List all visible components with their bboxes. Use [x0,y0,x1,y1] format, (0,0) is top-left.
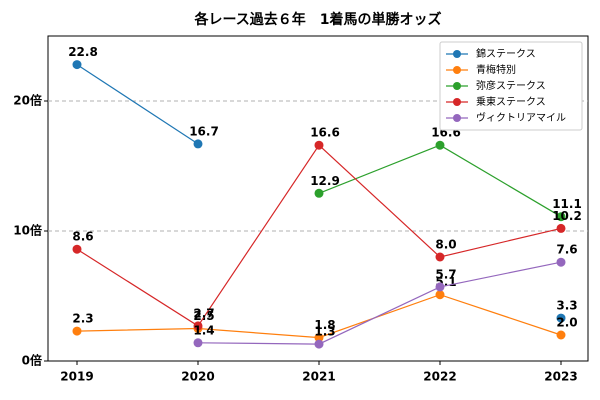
legend-box [439,41,583,131]
point [556,223,566,233]
point [72,244,82,254]
point [314,140,324,150]
data-label: 3.3 [556,299,577,313]
data-label: 8.0 [435,238,456,252]
data-label: 1.4 [193,323,214,337]
point [556,212,566,222]
data-label: 5.7 [435,267,456,281]
point [435,140,445,150]
point [556,257,566,267]
plot-frame [47,35,589,362]
legend-marker [453,66,461,74]
point [314,188,324,198]
point [435,252,445,262]
legend-label: 青梅特別 [476,63,516,76]
legend-label: 乗東ステークス [476,95,546,108]
y-tick-label: 20倍 [13,93,42,108]
series-line [76,64,199,145]
legend-marker [453,50,461,58]
series-line [197,261,562,345]
legend-marker [453,114,461,122]
data-label: 2.3 [72,312,93,326]
data-label: 2.7 [193,306,214,320]
x-tick-label: 2022 [423,370,456,384]
data-label: 16.6 [310,126,340,140]
chart-title: 各レース過去６年 1着馬の単勝オッズ [193,11,441,28]
legend-label: ヴィクトリアマイル [476,111,566,124]
data-label: 1.8 [314,318,335,332]
point [435,290,445,300]
point [556,313,566,323]
y-tick-label: 0倍 [22,353,42,368]
legend-marker [453,82,461,90]
legend-marker [453,98,461,106]
x-tick-label: 2023 [544,370,577,384]
point [314,333,324,343]
data-label: 2.0 [556,316,577,330]
point [193,338,203,348]
legend-label: 弥彦ステークス [476,79,546,92]
legend-label: 錦ステークス [476,47,536,60]
x-tick-label: 2021 [302,370,335,384]
point [435,282,445,292]
point [72,60,82,70]
point [556,330,566,340]
data-label: 22.8 [68,45,98,59]
y-tick-label: 10倍 [13,223,42,238]
data-label: 7.6 [556,243,577,257]
point [193,139,203,149]
x-tick-label: 2020 [181,370,214,384]
point [193,321,203,331]
point [314,339,324,349]
data-label: 16.7 [189,124,219,138]
data-label: 10.2 [552,209,582,223]
data-label: 1.3 [314,325,335,339]
data-label: 8.6 [72,230,93,244]
x-tick-label: 2019 [60,370,93,384]
data-label: 11.1 [552,197,582,211]
point [72,326,82,336]
data-label: 12.9 [310,174,340,188]
